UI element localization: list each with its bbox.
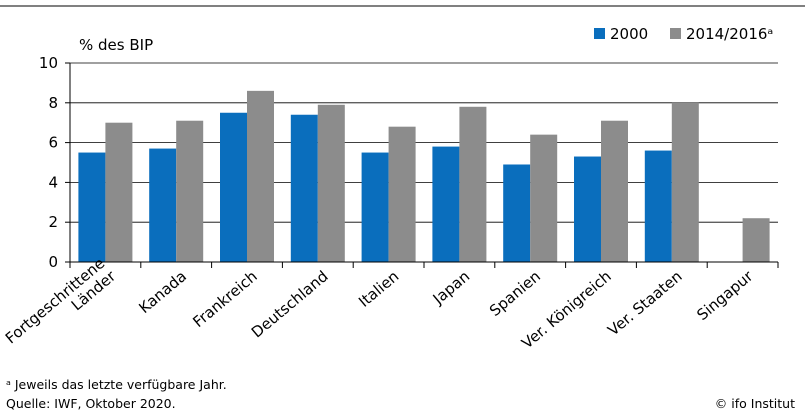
bar bbox=[644, 150, 672, 262]
bar bbox=[530, 134, 558, 262]
bar bbox=[574, 156, 601, 262]
x-tick-label: Deutschland bbox=[248, 267, 332, 341]
x-tick-label: Frankreich bbox=[189, 267, 260, 331]
y-tick-label: 6 bbox=[48, 134, 58, 152]
legend: 2000 2014/2016ᵃ bbox=[594, 25, 773, 43]
bar bbox=[290, 114, 318, 263]
y-axis-label: % des BIP bbox=[79, 36, 153, 54]
credit: © ifo Institut bbox=[714, 396, 795, 411]
y-tick-label: 8 bbox=[48, 94, 58, 112]
legend-label: 2000 bbox=[610, 25, 648, 43]
legend-swatch bbox=[594, 28, 605, 39]
bar bbox=[220, 112, 247, 262]
y-tick-label: 10 bbox=[39, 54, 58, 72]
bar bbox=[742, 218, 770, 262]
y-tick-label: 2 bbox=[48, 213, 58, 231]
axes bbox=[69, 63, 778, 263]
x-tick-label: Ver. Staaten bbox=[604, 267, 685, 339]
source-note: Quelle: IWF, Oktober 2020. bbox=[6, 396, 176, 411]
y-tick-labels: 0 2 4 6 8 10 bbox=[39, 54, 58, 271]
x-tick-labels: FortgeschritteneLänder Kanada FrankreichDe… bbox=[2, 254, 757, 361]
footnote: ᵃ Jeweils das letzte verfügbare Jahr. bbox=[6, 377, 227, 392]
bar bbox=[105, 122, 133, 262]
x-tick-label: FortgeschritteneLänder bbox=[2, 254, 120, 361]
x-tick-label: Spanien bbox=[486, 267, 544, 320]
bars bbox=[78, 90, 770, 263]
bar bbox=[361, 152, 389, 262]
legend-label: 2014/2016ᵃ bbox=[686, 25, 773, 43]
bar bbox=[601, 120, 628, 263]
x-tick-label: Japan bbox=[429, 267, 473, 308]
bar bbox=[149, 148, 177, 262]
bar bbox=[388, 126, 416, 263]
x-tick-label: Italien bbox=[355, 267, 402, 311]
bar bbox=[247, 90, 274, 262]
x-tick-label: Singapur bbox=[693, 267, 757, 324]
y-tick-label: 0 bbox=[48, 253, 58, 271]
x-tick-label: Kanada bbox=[135, 267, 190, 317]
bar bbox=[317, 104, 345, 262]
bar bbox=[432, 146, 460, 262]
y-tick-label: 4 bbox=[48, 173, 58, 191]
bar bbox=[671, 102, 699, 262]
bar bbox=[78, 152, 106, 262]
bar bbox=[176, 120, 204, 263]
bar bbox=[459, 106, 487, 262]
bar bbox=[503, 164, 531, 262]
legend-swatch bbox=[670, 28, 681, 39]
